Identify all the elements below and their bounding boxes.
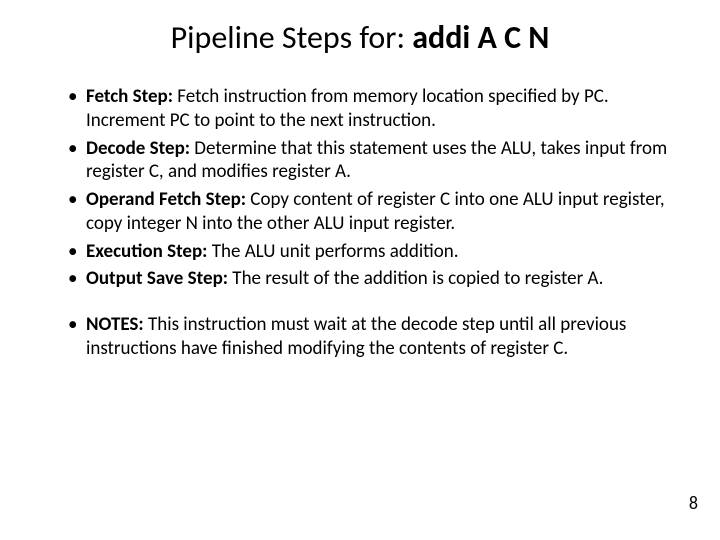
list-item: Fetch Step: Fetch instruction from memor… (68, 85, 680, 133)
bullet-list-notes: NOTES: This instruction must wait at the… (40, 313, 680, 361)
list-item: NOTES: This instruction must wait at the… (68, 313, 680, 361)
title-bold: addi A C N (412, 18, 549, 57)
bullet-text: The result of the addition is copied to … (228, 267, 603, 290)
page-number: 8 (689, 492, 698, 514)
bullet-label: Operand Fetch Step: (86, 188, 246, 211)
bullet-label: Decode Step: (86, 137, 190, 160)
list-item: Decode Step: Determine that this stateme… (68, 137, 680, 185)
list-item: Execution Step: The ALU unit performs ad… (68, 240, 680, 264)
slide-title: Pipeline Steps for: addi A C N (40, 18, 680, 57)
bullet-list-main: Fetch Step: Fetch instruction from memor… (40, 85, 680, 291)
bullet-label: Fetch Step: (86, 85, 173, 108)
bullet-text: The ALU unit performs addition. (207, 240, 458, 263)
slide: Pipeline Steps for: addi A C N Fetch Ste… (0, 0, 720, 540)
bullet-text: This instruction must wait at the decode… (86, 313, 626, 360)
title-prefix: Pipeline Steps for: (171, 18, 413, 57)
list-item: Operand Fetch Step: Copy content of regi… (68, 188, 680, 236)
bullet-label: Execution Step: (86, 240, 207, 263)
bullet-label: NOTES: (86, 313, 144, 336)
list-item: Output Save Step: The result of the addi… (68, 267, 680, 291)
bullet-label: Output Save Step: (86, 267, 228, 290)
